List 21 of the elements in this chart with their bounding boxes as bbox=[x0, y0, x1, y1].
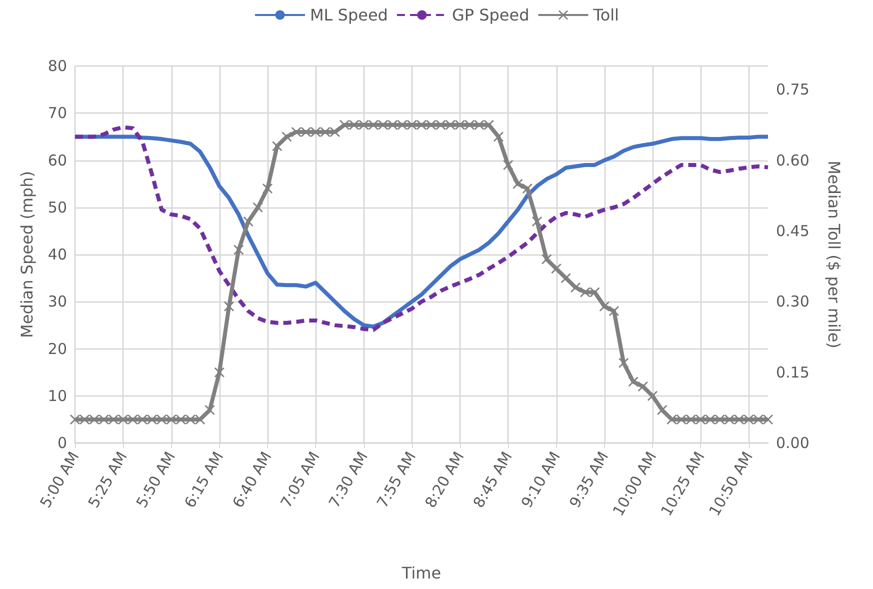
y-tick-label: 0 bbox=[57, 434, 67, 452]
y-tick-label: 70 bbox=[48, 104, 67, 122]
y2-tick-label: 0.15 bbox=[776, 363, 810, 382]
y-tick-label: 40 bbox=[48, 246, 67, 264]
y-tick-label: 20 bbox=[48, 340, 67, 358]
y-tick-label: 80 bbox=[48, 57, 67, 75]
y-tick-label: 30 bbox=[48, 292, 67, 311]
legend-label: ML Speed bbox=[310, 6, 388, 24]
y2-tick-label: 0.00 bbox=[776, 434, 810, 452]
y2-tick-label: 0.75 bbox=[776, 80, 810, 99]
x-axis-title: Time bbox=[400, 564, 442, 582]
y2-tick-label: 0.30 bbox=[776, 292, 810, 311]
y-axis-title: Median Speed (mph) bbox=[18, 171, 36, 338]
legend-label: Toll bbox=[592, 6, 619, 24]
y-tick-label: 50 bbox=[48, 198, 67, 216]
y-tick-label: 10 bbox=[48, 386, 67, 405]
y2-tick-label: 0.45 bbox=[776, 222, 810, 240]
legend-label: GP Speed bbox=[452, 6, 530, 24]
y-tick-label: 60 bbox=[48, 151, 67, 170]
y2-tick-label: 0.60 bbox=[776, 151, 810, 170]
y2-axis-title: Median Toll ($ per mile) bbox=[824, 160, 844, 348]
